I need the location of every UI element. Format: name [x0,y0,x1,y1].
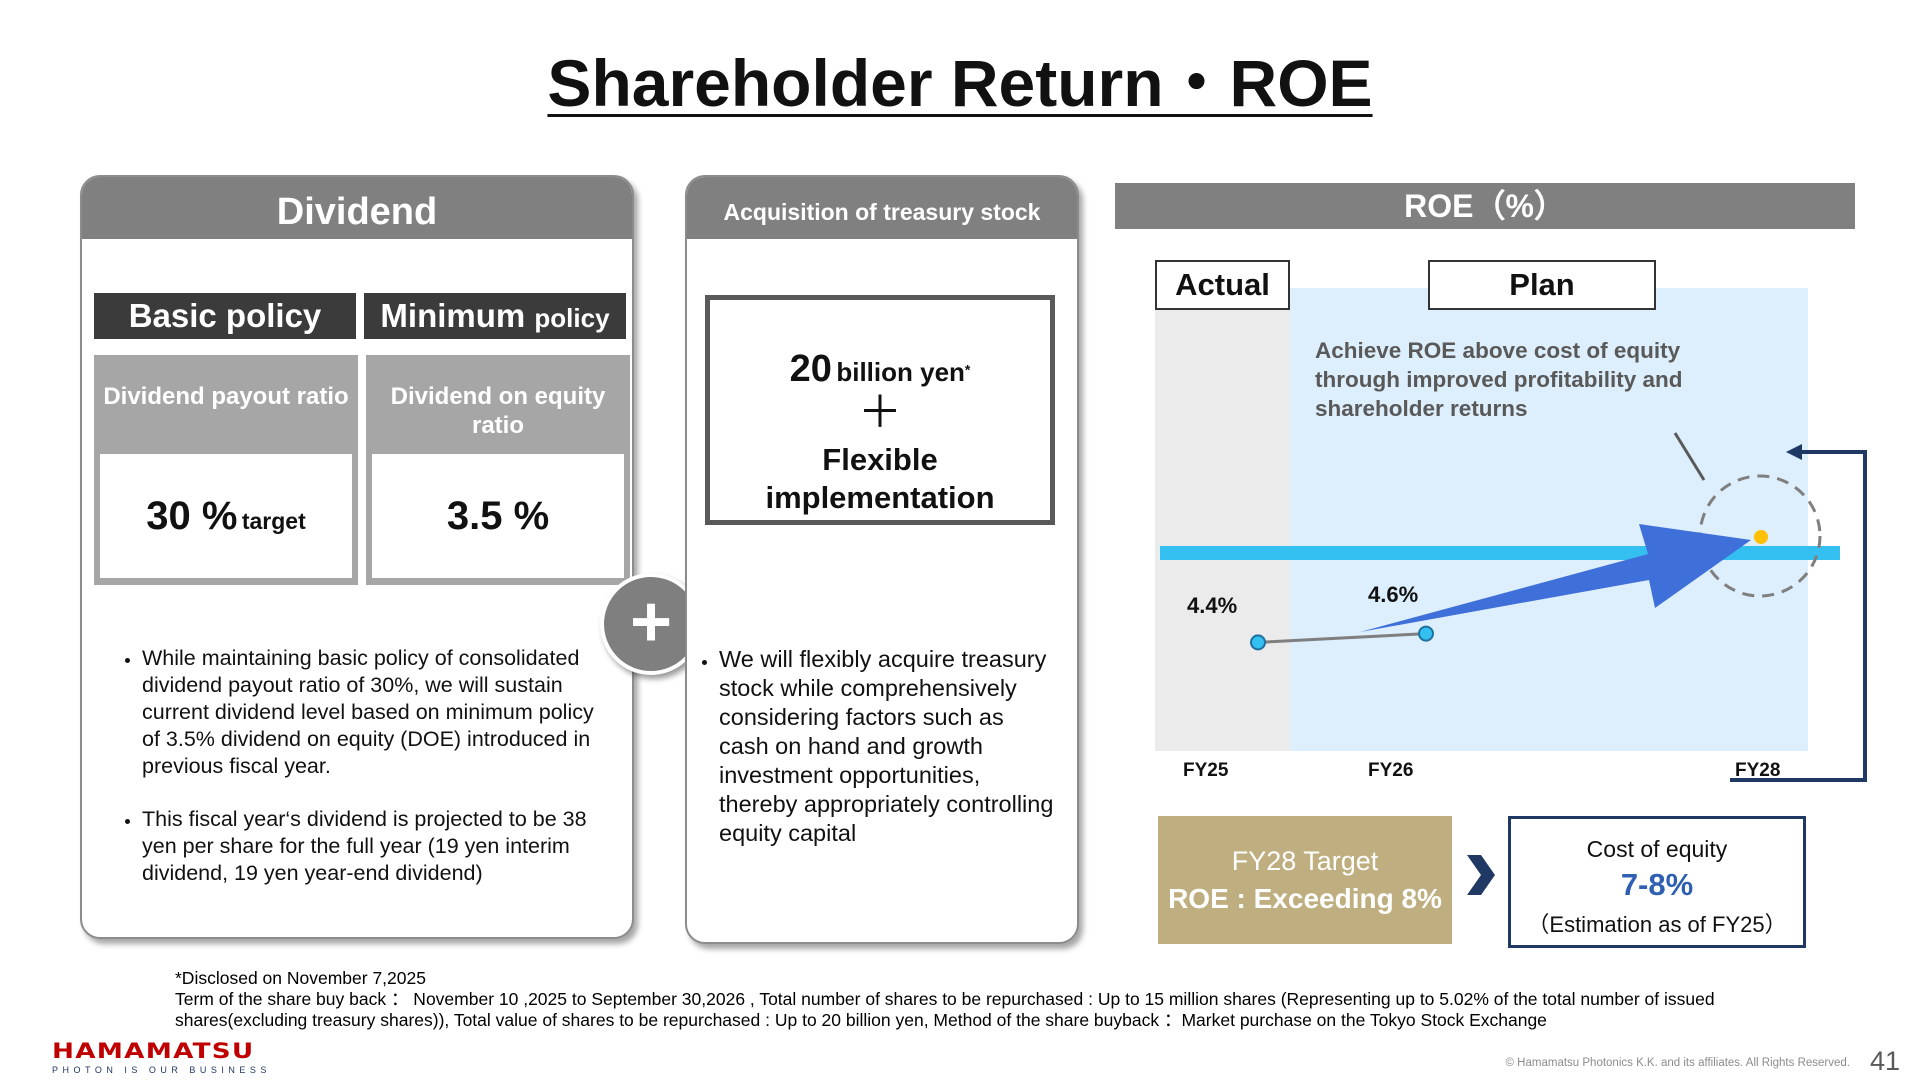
plan-area [1290,288,1808,751]
fy28-target-label: FY28 Target [1231,846,1379,876]
coe-connector-arrowhead [1786,444,1802,460]
page-title: Shareholder Return・ROE [547,46,1373,120]
coe-value: 7-8% [1620,867,1694,902]
roe-chart [1160,432,1867,782]
minimum-policy-label: Minimum policy [364,293,626,339]
tick-fy28: FY28 [1735,760,1781,781]
doe-label: Dividend on equity ratio [390,383,606,439]
coe-connector-line [1730,450,1867,782]
fy28-target-value: ROE : Exceeding 8% [1168,883,1442,914]
logo-tagline: PHOTON IS OUR BUSINESS [52,1065,271,1075]
dividend-bullet-1: While maintaining basic policy of consol… [142,645,594,780]
treasury-card: Acquisition of treasury stock 20 billion… [685,175,1079,944]
callout-line [1673,432,1706,481]
dividend-bullets: While maintaining basic policy of consol… [114,645,594,913]
logo-name: HAMAMATSU [52,1039,255,1063]
cost-of-equity-box: Cost of equity 7-8% （Estimation as of FY… [1508,816,1806,948]
treasury-header: Acquisition of treasury stock [687,177,1077,239]
treasury-plus: ＋ [858,388,902,437]
footer-line-2: Term of the share buy back ： November 10… [175,989,1715,1009]
actual-label: Actual [1155,260,1290,310]
roe-point-fy25 [1250,634,1266,651]
treasury-amount: 20 billion yen* [789,348,971,390]
payout-ratio-label: Dividend payout ratio [103,383,349,410]
payout-ratio-box: Dividend payout ratio 30 % target [94,355,358,585]
page-number: 41 [1870,1046,1901,1076]
copyright: © Hamamatsu Photonics K.K. and its affil… [1505,1057,1850,1069]
data-label-fy25: 4.4% [1187,593,1238,618]
roe-header: ROE（%） [1115,183,1855,229]
hamamatsu-logo: HAMAMATSU PHOTON IS OUR BUSINESS [52,1040,271,1075]
tick-fy25: FY25 [1183,760,1229,781]
tick-fy26: FY26 [1368,760,1414,781]
fy28-target-box: FY28 Target ROE : Exceeding 8% [1158,816,1452,944]
payout-ratio-value: 30 % target [100,454,352,578]
footer-line-3: shares(excluding treasury shares)), Tota… [175,1010,1547,1030]
roe-series-line [1257,632,1427,644]
growth-arrow [1360,524,1751,632]
dividend-bullet-2: This fiscal year‘s dividend is projected… [142,806,594,887]
chevron-right-icon [1467,855,1495,895]
coe-note: （Estimation as of FY25） [1527,912,1787,937]
treasury-amount-box: 20 billion yen* ＋ Flexible implementatio… [705,295,1055,525]
dividend-header: Dividend [82,177,632,239]
target-dot [1754,530,1768,544]
treasury-bullets: We will flexibly acquire treasury stock … [699,645,1059,874]
treasury-bullet-1: We will flexibly acquire treasury stock … [719,645,1059,848]
footer-line-1: *Disclosed on November 7,2025 [175,968,426,988]
coe-label: Cost of equity [1586,836,1728,862]
basic-policy-label: Basic policy [94,293,356,339]
actual-area [1155,288,1290,751]
footer-notes: *Disclosed on November 7,2025 Term of th… [175,968,1825,1031]
doe-box: Dividend on equity ratio 3.5 % [366,355,630,585]
roe-point-fy26 [1418,625,1434,642]
plan-label: Plan [1428,260,1656,310]
doe-value: 3.5 % [372,454,624,578]
dividend-card: Dividend Basic policy Minimum policy Div… [80,175,634,939]
roe-note: Achieve ROE above cost of equity through… [1315,338,1683,421]
treasury-flexible: Flexible implementation [765,442,995,515]
data-label-fy26: 4.6% [1368,582,1419,607]
